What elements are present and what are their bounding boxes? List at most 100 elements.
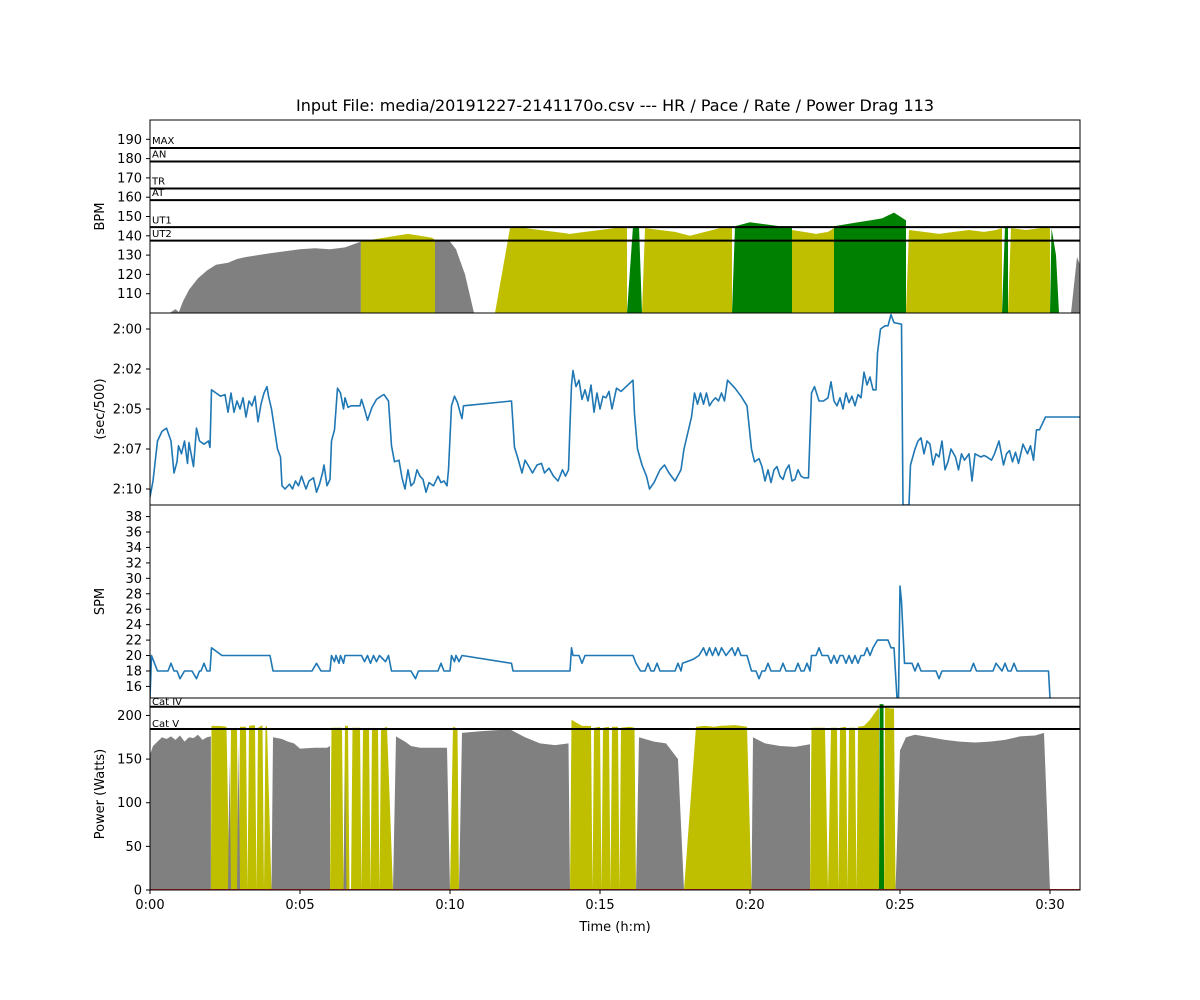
- power-grey-zone-area: [636, 737, 684, 890]
- threshold-label-max: MAX: [152, 136, 174, 147]
- threshold-label-cat-v: Cat V: [152, 719, 179, 730]
- threshold-label-tr: TR: [151, 177, 165, 188]
- spm-y-tick-label: 34: [125, 541, 142, 556]
- hr-y-tick-label: 160: [117, 191, 142, 206]
- power-yellow-zone-area: [450, 726, 459, 890]
- power-grey-zone-area: [751, 737, 810, 890]
- power-grey-zone-area: [343, 767, 347, 890]
- hr-yellow-zone-area: [495, 228, 627, 313]
- x-tick-label: 0:25: [885, 898, 914, 913]
- spm-y-tick-label: 16: [125, 680, 142, 695]
- pace-y-tick-label: 2:00: [113, 323, 142, 338]
- hr-y-tick-label: 170: [117, 171, 142, 186]
- hr-yellow-zone-area: [792, 228, 834, 313]
- power-y-tick-label: 0: [134, 884, 142, 899]
- power-yellow-zone-area: [810, 707, 879, 890]
- power-y-tick-label: 50: [125, 840, 142, 855]
- power-yellow-zone-area: [570, 719, 636, 890]
- pace-y-tick-label: 2:07: [113, 443, 142, 458]
- spm-frame: [149, 504, 1081, 699]
- spm-y-tick-label: 36: [125, 526, 142, 541]
- spm-y-tick-label: 32: [125, 556, 142, 571]
- power-y-tick-label: 200: [117, 709, 142, 724]
- spm-y-tick-label: 24: [125, 618, 142, 633]
- hr-yellow-zone-area: [642, 228, 732, 313]
- x-axis-label: Time (h:m): [578, 920, 650, 935]
- pace-y-tick-label: 2:05: [113, 403, 142, 418]
- power-yellow-zone-area: [684, 725, 752, 890]
- power-plot-area: [150, 704, 1080, 890]
- hr-grey-zone-area: [169, 309, 180, 313]
- spm-plot-area: [150, 585, 1051, 698]
- hr-yellow-zone-area: [906, 228, 1002, 313]
- power-yellow-zone-area: [210, 725, 272, 890]
- spm-y-tick-label: 38: [125, 510, 142, 525]
- threshold-label-at: AT: [152, 188, 165, 199]
- spm-y-axis-label: SPM: [93, 588, 108, 615]
- hr-green-zone-area: [834, 212, 906, 313]
- power-grey-zone-area: [271, 737, 330, 890]
- hr-y-tick-label: 140: [117, 229, 142, 244]
- spm-y-tick-label: 28: [125, 587, 142, 602]
- spm-series-line: [150, 585, 1051, 698]
- hr-plot-area: [150, 146, 1080, 313]
- spm-y-tick-label: 18: [125, 664, 142, 679]
- hr-grey-zone-area: [435, 239, 474, 313]
- hr-y-tick-label: 110: [117, 287, 142, 302]
- hr-y-axis-label: BPM: [93, 203, 108, 231]
- pace-frame: [149, 312, 1081, 506]
- hr-y-tick-label: 120: [117, 268, 142, 283]
- power-yellow-zone-area: [884, 707, 896, 890]
- x-tick-label: 0:20: [735, 898, 764, 913]
- spm-y-tick-label: 22: [125, 634, 142, 649]
- power-y-tick-label: 150: [117, 753, 142, 768]
- power-grey-zone-area: [228, 759, 231, 890]
- hr-green-zone-area: [627, 226, 642, 313]
- pace-y-tick-label: 2:10: [113, 483, 142, 498]
- hr-y-tick-label: 180: [117, 152, 142, 167]
- power-grey-zone-area: [895, 732, 1050, 890]
- pace-series-line: [150, 313, 1080, 505]
- x-tick-label: 0:00: [135, 898, 164, 913]
- power-grey-zone-area: [150, 734, 211, 890]
- power-green-zone-area: [879, 704, 885, 890]
- x-tick-label: 0:05: [285, 898, 314, 913]
- hr-green-zone-area: [732, 222, 792, 313]
- hr-yellow-zone-area: [360, 233, 435, 313]
- hr-grey-zone-area: [1071, 257, 1080, 313]
- hr-grey-zone-area: [178, 241, 361, 313]
- pace-plot-area: [150, 313, 1080, 505]
- power-grey-zone-area: [237, 743, 240, 890]
- power-grey-zone-area: [459, 729, 570, 890]
- hr-green-zone-area: [1002, 226, 1008, 313]
- spm-y-tick-label: 20: [125, 649, 142, 664]
- chart-title: Input File: media/20191227-2141170o.csv …: [296, 96, 934, 115]
- x-tick-label: 0:10: [435, 898, 464, 913]
- plot-panels: MAXANTRATUT1UT21101201301401501601701801…: [93, 119, 1081, 913]
- hr-y-tick-label: 190: [117, 133, 142, 148]
- threshold-label-cat-iv: Cat IV: [152, 697, 182, 708]
- x-tick-label: 0:15: [585, 898, 614, 913]
- hr-yellow-zone-area: [1008, 228, 1050, 313]
- power-y-axis-label: Power (Watts): [93, 749, 108, 840]
- spm-y-tick-label: 26: [125, 603, 142, 618]
- x-tick-label: 0:30: [1035, 898, 1064, 913]
- pace-panel: 2:00 2:02 2:05 2:07 2:10 (sec/500): [93, 312, 1081, 506]
- hr-y-tick-label: 130: [117, 249, 142, 264]
- hr-green-zone-area: [1050, 228, 1059, 313]
- threshold-label-ut1: UT1: [152, 215, 172, 226]
- pace-y-axis-label: (sec/500): [93, 378, 108, 439]
- threshold-label-ut2: UT2: [152, 229, 172, 240]
- spm-y-tick-label: 30: [125, 572, 142, 587]
- power-panel: Cat IV Cat V 0 50 100 150 200 Power (Watts): [93, 697, 1081, 899]
- pace-y-tick-label: 2:02: [113, 363, 142, 378]
- power-grey-zone-area: [393, 736, 450, 890]
- power-yellow-zone-area: [330, 725, 393, 890]
- hr-y-tick-label: 150: [117, 210, 142, 225]
- threshold-label-an: AN: [152, 150, 166, 161]
- power-y-tick-label: 100: [117, 796, 142, 811]
- power-frame: [149, 697, 1081, 891]
